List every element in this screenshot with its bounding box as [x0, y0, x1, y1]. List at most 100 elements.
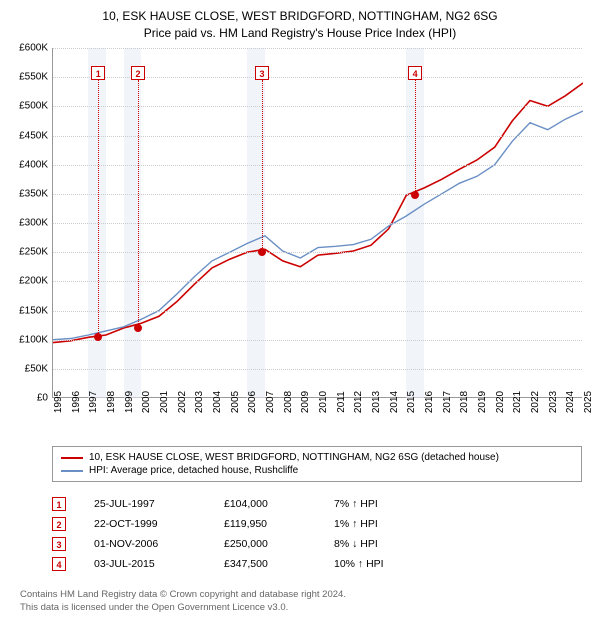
gridline: [53, 281, 582, 282]
x-axis-label: 2011: [336, 391, 347, 413]
x-axis-label: 2007: [265, 391, 276, 413]
title-subtitle: Price paid vs. HM Land Registry's House …: [10, 25, 590, 42]
x-axis-label: 2021: [512, 391, 523, 413]
marker-connector: [138, 80, 139, 329]
x-axis-label: 2015: [406, 391, 417, 413]
tx-marker-number: 4: [52, 557, 66, 571]
y-axis-label: £350K: [19, 188, 48, 199]
tx-marker-number: 2: [52, 517, 66, 531]
marker-dot: [94, 333, 102, 341]
marker-connector: [262, 80, 263, 253]
marker-dot: [134, 324, 142, 332]
gridline: [53, 136, 582, 137]
gridline: [53, 311, 582, 312]
x-axis-label: 1999: [124, 391, 135, 413]
gridline: [53, 106, 582, 107]
x-axis-label: 2005: [230, 391, 241, 413]
x-axis-label: 1997: [88, 391, 99, 413]
gridline: [53, 252, 582, 253]
legend-label: 10, ESK HAUSE CLOSE, WEST BRIDGFORD, NOT…: [89, 452, 499, 463]
marker-number-box: 1: [91, 66, 105, 80]
x-axis-label: 2013: [371, 391, 382, 413]
y-axis-label: £150K: [19, 305, 48, 316]
marker-number-box: 4: [408, 66, 422, 80]
x-axis-label: 2001: [159, 391, 170, 413]
gridline: [53, 48, 582, 49]
x-axis-label: 2017: [442, 391, 453, 413]
tx-price: £250,000: [224, 538, 334, 550]
legend: 10, ESK HAUSE CLOSE, WEST BRIDGFORD, NOT…: [52, 446, 582, 482]
transaction-table: 1 25-JUL-1997£104,0007% ↑ HPI 222-OCT-1999…: [52, 494, 582, 574]
x-axis-label: 2012: [353, 391, 364, 413]
title-block: 10, ESK HAUSE CLOSE, WEST BRIDGFORD, NOT…: [0, 0, 600, 46]
x-axis-label: 2003: [194, 391, 205, 413]
y-axis-label: £550K: [19, 72, 48, 83]
tx-price: £347,500: [224, 558, 334, 570]
x-axis-label: 2010: [318, 391, 329, 413]
y-axis-label: £400K: [19, 159, 48, 170]
x-axis-label: 2009: [300, 391, 311, 413]
x-axis-label: 2016: [424, 391, 435, 413]
x-axis-label: 2014: [389, 391, 400, 413]
chart-area: £0£50K£100K£150K£200K£250K£300K£350K£400…: [52, 48, 582, 428]
tx-delta: 1% ↑ HPI: [334, 518, 424, 530]
y-axis-label: £200K: [19, 276, 48, 287]
x-axis-label: 2023: [548, 391, 559, 413]
x-axis-label: 1996: [71, 391, 82, 413]
gridline: [53, 165, 582, 166]
y-axis-label: £300K: [19, 218, 48, 229]
tx-date: 03-JUL-2015: [94, 558, 224, 570]
legend-item: HPI: Average price, detached house, Rush…: [61, 464, 573, 477]
transaction-row: 301-NOV-2006£250,0008% ↓ HPI: [52, 534, 582, 554]
transaction-row: 222-OCT-1999£119,9501% ↑ HPI: [52, 514, 582, 534]
marker-connector: [98, 80, 99, 338]
x-axis-label: 2000: [141, 391, 152, 413]
y-axis-label: £50K: [25, 363, 48, 374]
legend-item: 10, ESK HAUSE CLOSE, WEST BRIDGFORD, NOT…: [61, 451, 573, 464]
title-address: 10, ESK HAUSE CLOSE, WEST BRIDGFORD, NOT…: [10, 8, 590, 25]
chart-container: 10, ESK HAUSE CLOSE, WEST BRIDGFORD, NOT…: [0, 0, 600, 620]
footer-attribution: Contains HM Land Registry data © Crown c…: [20, 589, 346, 614]
legend-label: HPI: Average price, detached house, Rush…: [89, 465, 298, 476]
marker-dot: [258, 248, 266, 256]
footer-line2: This data is licensed under the Open Gov…: [20, 602, 346, 614]
gridline: [53, 340, 582, 341]
series-line: [53, 111, 583, 340]
x-axis-label: 2018: [459, 391, 470, 413]
tx-marker-number: 3: [52, 537, 66, 551]
y-axis-label: £600K: [19, 43, 48, 54]
x-axis-label: 2020: [495, 391, 506, 413]
y-axis-label: £0: [37, 393, 48, 404]
tx-price: £104,000: [224, 498, 334, 510]
legend-swatch: [61, 470, 83, 472]
y-axis-label: £250K: [19, 247, 48, 258]
y-axis-label: £100K: [19, 334, 48, 345]
tx-price: £119,950: [224, 518, 334, 530]
tx-delta: 7% ↑ HPI: [334, 498, 424, 510]
x-axis-label: 2004: [212, 391, 223, 413]
footer-line1: Contains HM Land Registry data © Crown c…: [20, 589, 346, 601]
gridline: [53, 223, 582, 224]
tx-marker-number: 1: [52, 497, 66, 511]
gridline: [53, 369, 582, 370]
y-axis-label: £500K: [19, 101, 48, 112]
x-axis-label: 1995: [53, 391, 64, 413]
x-axis-label: 2008: [283, 391, 294, 413]
marker-number-box: 3: [255, 66, 269, 80]
marker-connector: [415, 80, 416, 196]
legend-swatch: [61, 457, 83, 459]
gridline: [53, 194, 582, 195]
tx-delta: 10% ↑ HPI: [334, 558, 424, 570]
plot-region: £0£50K£100K£150K£200K£250K£300K£350K£400…: [52, 48, 582, 398]
series-line: [53, 83, 583, 343]
tx-date: 25-JUL-1997: [94, 498, 224, 510]
y-axis-label: £450K: [19, 130, 48, 141]
marker-number-box: 2: [131, 66, 145, 80]
x-axis-label: 2025: [583, 391, 594, 413]
transaction-row: 4 03-JUL-2015£347,50010% ↑ HPI: [52, 554, 582, 574]
x-axis-label: 2024: [565, 391, 576, 413]
marker-dot: [411, 191, 419, 199]
x-axis-label: 2019: [477, 391, 488, 413]
x-axis-label: 2022: [530, 391, 541, 413]
x-axis-label: 2006: [247, 391, 258, 413]
